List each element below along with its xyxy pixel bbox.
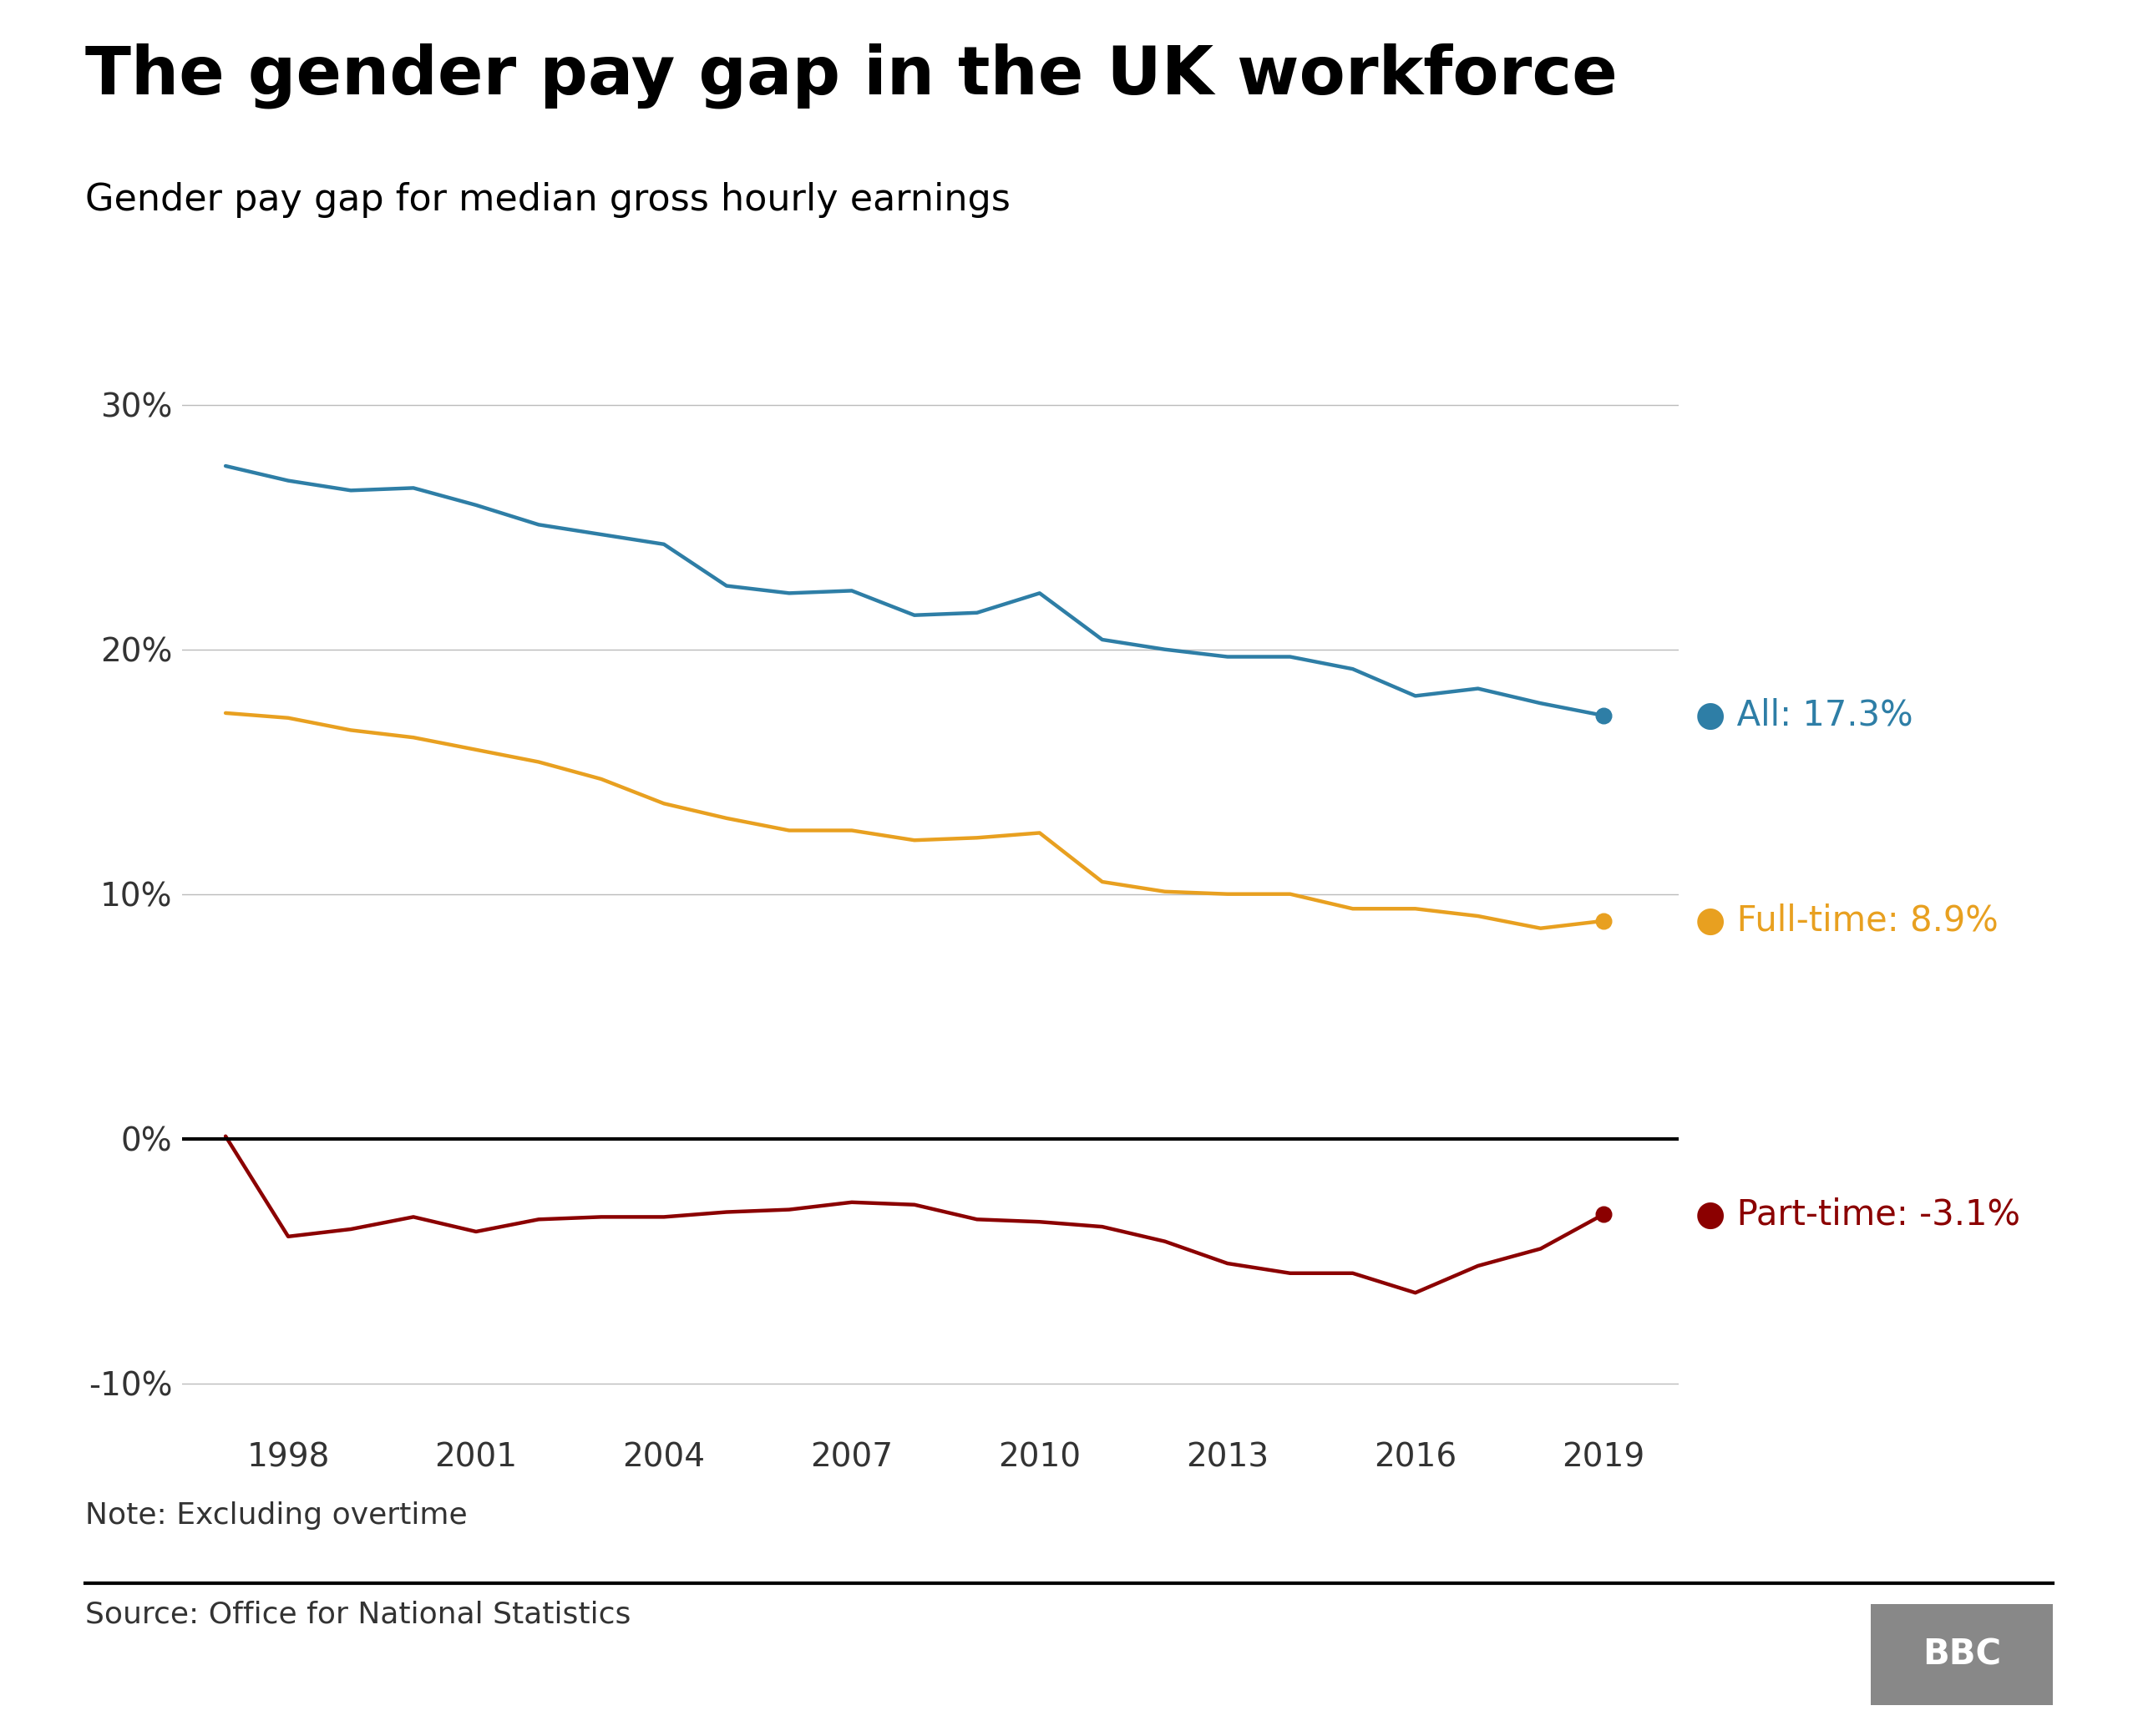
Text: ● Full-time: 8.9%: ● Full-time: 8.9% (1695, 903, 1999, 939)
Text: The gender pay gap in the UK workforce: The gender pay gap in the UK workforce (86, 43, 1618, 109)
Text: Note: Excluding overtime: Note: Excluding overtime (86, 1502, 468, 1529)
Text: Gender pay gap for median gross hourly earnings: Gender pay gap for median gross hourly e… (86, 182, 1011, 219)
Point (1586, 908, 1621, 936)
Text: ● All: 17.3%: ● All: 17.3% (1695, 698, 1914, 733)
Point (1586, 701, 1621, 729)
Text: Source: Office for National Statistics: Source: Office for National Statistics (86, 1601, 631, 1628)
Text: ● Part-time: -3.1%: ● Part-time: -3.1% (1695, 1196, 2020, 1233)
Text: BBC: BBC (1922, 1637, 2001, 1672)
Point (1586, 1201, 1621, 1229)
